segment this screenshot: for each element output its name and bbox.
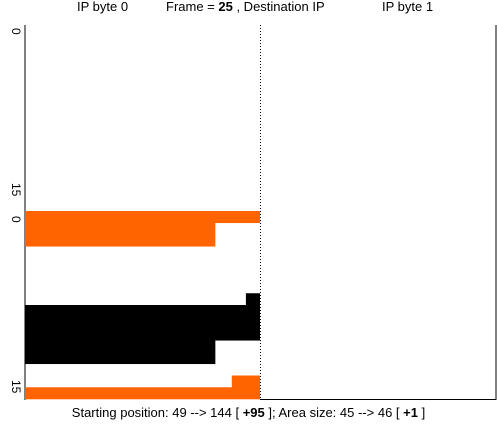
bar-row-7 bbox=[245, 293, 260, 306]
bar-row-9 bbox=[25, 316, 260, 329]
start-delta: +95 bbox=[242, 405, 265, 420]
tick-label-bottom-0: 0 bbox=[9, 216, 23, 223]
bar-row-1 bbox=[25, 222, 216, 235]
bar-row-10 bbox=[25, 328, 260, 341]
bar-row-0 bbox=[25, 211, 260, 224]
footer-suffix: ] bbox=[417, 405, 426, 420]
chart-title: Frame = 25 , Destination IP bbox=[166, 0, 325, 14]
title-suffix: , Destination IP bbox=[232, 0, 325, 14]
bars-group bbox=[25, 211, 260, 400]
frame-number: 25 bbox=[218, 0, 233, 14]
bar-row-2 bbox=[25, 234, 216, 247]
size-delta: +1 bbox=[403, 405, 418, 420]
title-prefix: Frame = bbox=[166, 0, 219, 14]
footer-middle: ]; Area size: 45 --> 46 [ bbox=[264, 405, 404, 420]
bar-row-11 bbox=[25, 340, 216, 353]
tick-label-top-0: 0 bbox=[9, 28, 23, 35]
right-panel-title: IP byte 1 bbox=[382, 0, 434, 14]
bar-row-8 bbox=[25, 305, 260, 318]
left-panel-title: IP byte 0 bbox=[77, 0, 129, 14]
bar-row-12 bbox=[25, 352, 216, 365]
bar-row-15 bbox=[25, 387, 260, 400]
bar-row-14 bbox=[231, 375, 260, 388]
footer-prefix: Starting position: 49 --> 144 [ bbox=[71, 405, 243, 420]
tick-label-bottom-15: 15 bbox=[9, 380, 23, 394]
tick-label-top-15: 15 bbox=[9, 183, 23, 197]
footer-summary: Starting position: 49 --> 144 [ +95 ]; A… bbox=[0, 405, 497, 421]
